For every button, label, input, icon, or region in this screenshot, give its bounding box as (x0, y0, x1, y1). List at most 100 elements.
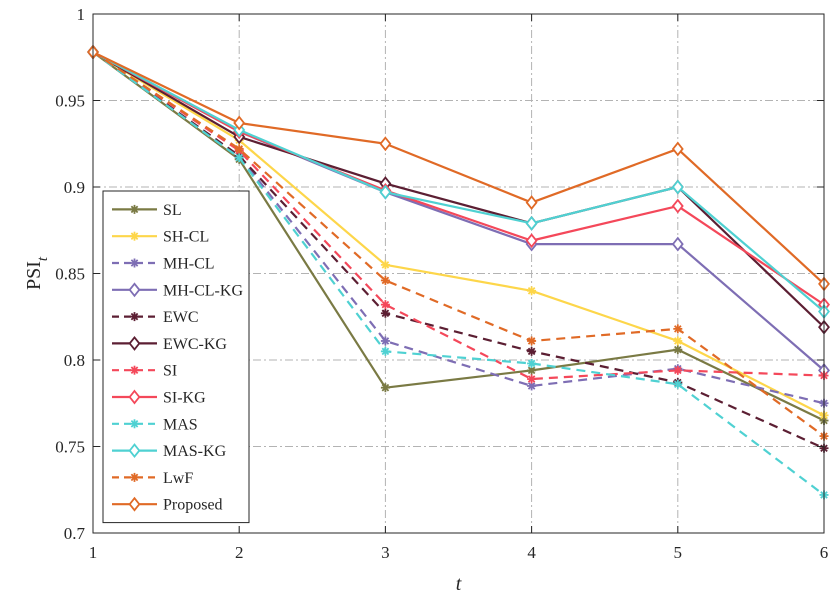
asterisk-marker (527, 346, 537, 356)
y-tick-label: 0.9 (64, 178, 85, 197)
series-line-sl (92, 51, 825, 422)
diamond-marker (671, 141, 684, 157)
y-axis-label: PSIt (23, 256, 51, 290)
asterisk-marker (130, 258, 139, 268)
asterisk-marker (234, 144, 244, 154)
legend-label: SI-KG (163, 390, 206, 407)
x-tick-label: 5 (674, 543, 683, 562)
asterisk-marker (527, 336, 537, 346)
diamond-marker (128, 496, 141, 512)
legend-box (102, 190, 250, 524)
asterisk-marker (673, 365, 683, 375)
legend-item-lwf: LwF (112, 470, 193, 487)
asterisk-marker (130, 231, 139, 241)
diamond-marker (525, 233, 538, 249)
series-line-si (92, 51, 825, 381)
y-tick-label: 0.95 (55, 92, 85, 111)
asterisk-marker (130, 365, 139, 375)
x-tick-label: 1 (89, 543, 98, 562)
diamond-marker (525, 195, 538, 211)
x-tick-label: 6 (820, 543, 829, 562)
diamond-marker (671, 236, 684, 252)
asterisk-marker (130, 472, 139, 482)
y-tick-label: 0.75 (55, 438, 85, 457)
asterisk-marker (130, 312, 139, 322)
legend-label: MAS (163, 416, 198, 433)
asterisk-marker (380, 383, 390, 393)
x-tick-label: 2 (235, 543, 244, 562)
y-tick-label: 1 (77, 5, 86, 24)
legend-label: MAS-KG (163, 443, 227, 460)
x-axis-label: t (456, 573, 462, 595)
x-tick-label: 4 (527, 543, 536, 562)
legend-item-proposed: Proposed (112, 497, 223, 514)
series-line-mas (92, 51, 825, 496)
asterisk-marker (527, 286, 537, 296)
series-proposed (87, 44, 830, 292)
legend: SL SH-CL MH-CL MH-CL-KG EWC EWC-KG SI SI-KG MAS M… (102, 190, 250, 524)
series-line-mas-kg (92, 51, 825, 313)
asterisk-marker (234, 153, 244, 163)
legend-label: LwF (163, 470, 193, 487)
asterisk-marker (380, 336, 390, 346)
diamond-marker (128, 335, 141, 351)
legend-item-si: SI (112, 363, 177, 380)
legend-item-ewc-kg: EWC-KG (112, 336, 227, 353)
diamond-marker (379, 184, 392, 200)
series-line-sh-cl (92, 51, 825, 417)
series-line-si-kg (92, 51, 825, 306)
legend-label: MH-CL (163, 256, 215, 273)
legend-item-mas: MAS (112, 416, 198, 433)
asterisk-marker (527, 358, 537, 368)
diamond-marker (128, 443, 141, 459)
legend-label: SL (163, 202, 182, 219)
legend-label: MH-CL-KG (163, 282, 243, 299)
diamond-marker (525, 215, 538, 231)
asterisk-marker (380, 308, 390, 318)
y-tick-label: 0.85 (55, 265, 85, 284)
series-line-ewc-kg (92, 51, 825, 328)
asterisk-marker (380, 346, 390, 356)
series-group (87, 44, 830, 500)
asterisk-marker (130, 204, 139, 214)
asterisk-marker (380, 275, 390, 285)
diamond-marker (233, 115, 246, 131)
asterisk-marker (527, 374, 537, 384)
x-tick-label: 3 (381, 543, 390, 562)
diamond-marker (128, 282, 141, 298)
asterisk-marker (673, 324, 683, 334)
series-line-mh-cl (92, 51, 825, 405)
series-line-proposed (92, 51, 825, 285)
legend-label: EWC-KG (163, 336, 227, 353)
y-axis-label-main: PSI (23, 261, 45, 290)
asterisk-marker (673, 345, 683, 355)
legend-item-mh-cl-kg: MH-CL-KG (112, 282, 243, 299)
diamond-marker (671, 198, 684, 214)
asterisk-marker (130, 419, 139, 429)
diamond-marker (128, 389, 141, 405)
legend-label: Proposed (163, 497, 223, 514)
y-axis-label-subscript: t (35, 256, 51, 261)
legend-label: EWC (163, 309, 199, 326)
y-tick-label: 0.7 (64, 524, 86, 543)
legend-item-ewc: EWC (112, 309, 199, 326)
legend-item-mh-cl: MH-CL (112, 256, 215, 273)
diamond-marker (671, 179, 684, 195)
diamond-marker (379, 136, 392, 152)
series-line-lwf (92, 51, 825, 438)
axis-ticks: 1 2 3 4 5 6 0.7 0.75 0.8 0.85 0.9 0.95 1 (55, 5, 828, 562)
series-line-ewc (92, 51, 825, 450)
asterisk-marker (673, 379, 683, 389)
grid-lines (93, 14, 824, 533)
legend-item-sh-cl: SH-CL (112, 229, 209, 246)
y-tick-label: 0.8 (64, 351, 85, 370)
legend-item-mas-kg: MAS-KG (112, 443, 227, 460)
legend-item-sl: SL (112, 202, 182, 219)
asterisk-marker (380, 260, 390, 270)
asterisk-marker (380, 300, 390, 310)
legend-label: SH-CL (163, 229, 209, 246)
asterisk-marker (673, 336, 683, 346)
legend-item-si-kg: SI-KG (112, 390, 206, 407)
legend-label: SI (163, 363, 177, 380)
